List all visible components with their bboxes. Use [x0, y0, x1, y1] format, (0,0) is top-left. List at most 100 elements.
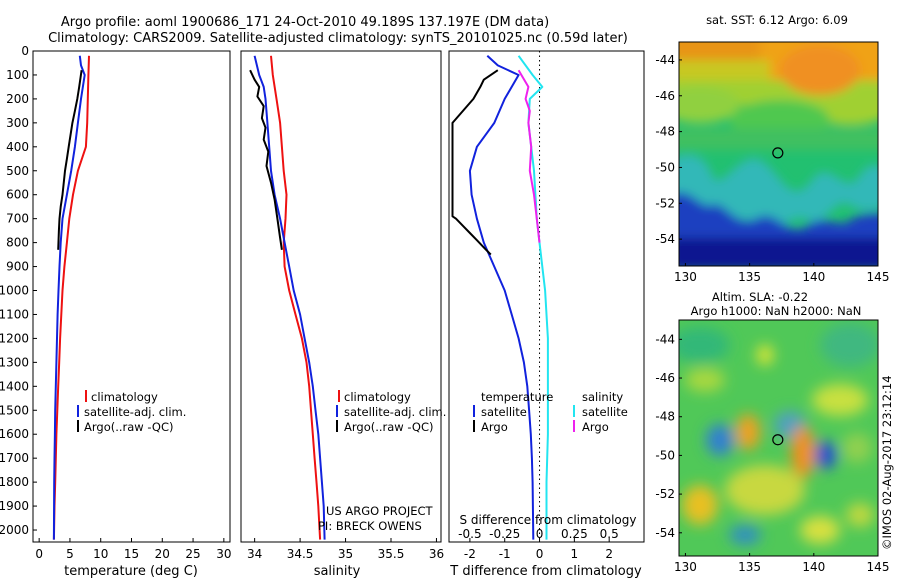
figure-subtitle: Climatology: CARS2009. Satellite-adjuste… — [48, 31, 628, 46]
sst-map-title: sat. SST: 6.12 Argo: 6.09 — [706, 13, 848, 27]
x-tick-label: 15 — [124, 547, 139, 561]
y-tick-label: 1500 — [0, 403, 29, 417]
series-line-salinity-satellite — [517, 55, 549, 540]
y-tick-label: -48 — [655, 410, 675, 424]
y-tick-label: -48 — [655, 125, 675, 139]
sla-map-title: Altim. SLA: -0.22 — [712, 290, 808, 304]
series-line-climatology — [52, 55, 90, 540]
x-tick-label: -2 — [464, 547, 476, 561]
series-line-satellite-adj-clim — [52, 55, 86, 540]
x-tick-label: 34 — [247, 547, 262, 561]
y-tick-label: 0 — [21, 44, 29, 58]
sla-map-ticks: 130 135 140 145 -44 -46 -48 -50 -52 -54 — [655, 332, 889, 574]
y-tick-label: -44 — [655, 53, 675, 67]
s-difference-xlabel: S difference from climatology — [460, 513, 637, 527]
x2-tick-label: 0.25 — [561, 527, 588, 541]
series-line-argo-raw-qc — [249, 69, 283, 250]
x-tick-label: 135 — [738, 270, 761, 284]
series-line-satellite-adj-clim — [253, 55, 326, 540]
x-tick-label: 140 — [802, 270, 825, 284]
legend-title-salinity: salinity — [582, 390, 623, 404]
x2-tick-label: -0.25 — [489, 527, 520, 541]
temperature-legend: climatology satellite-adj. clim. Argo(..… — [77, 390, 186, 434]
y-tick-label: 800 — [6, 236, 29, 250]
t-difference-xlabel: T difference from climatology — [449, 564, 642, 579]
legend-label-salinity-satellite: satellite — [582, 405, 628, 419]
y-tick-label: 1700 — [0, 451, 29, 465]
x-tick-label: 34.5 — [287, 547, 314, 561]
salinity-legend: climatology satellite-adj. clim. Argo(..… — [336, 390, 446, 434]
salinity-panel: 34 34.5 35 35.5 36 — [247, 55, 444, 561]
argo-position-marker — [772, 147, 784, 159]
sst-map-ticks: 130 135 140 145 -44 -46 -48 -50 -52 -54 — [655, 53, 889, 284]
legend-label-temperature-argo: Argo — [481, 420, 508, 434]
y-tick-label: 600 — [6, 188, 29, 202]
y-tick-label: 200 — [6, 92, 29, 106]
legend-label-climatology: climatology — [91, 390, 158, 404]
argo-position-marker — [772, 434, 784, 446]
x-tick-label: 145 — [867, 560, 890, 574]
y-tick-label: -50 — [655, 448, 675, 462]
figure-title: Argo profile: aoml 1900686_171 24-Oct-20… — [61, 15, 549, 30]
legend-label-climatology: climatology — [344, 390, 411, 404]
x-tick-label: 36 — [429, 547, 444, 561]
x-tick-label: 20 — [155, 547, 170, 561]
y-tick-label: 700 — [6, 212, 29, 226]
series-line-argo-raw-qc — [57, 70, 83, 250]
y-tick-label: -54 — [655, 526, 675, 540]
temperature-xlabel: temperature (deg C) — [64, 564, 198, 579]
y-tick-label: 2000 — [0, 523, 29, 537]
legend-title-temperature: temperature — [481, 390, 553, 404]
x-tick-label: 10 — [93, 547, 108, 561]
y-tick-label: 1100 — [0, 307, 29, 321]
salinity-xlabel: salinity — [314, 564, 361, 579]
series-line-climatology — [270, 55, 322, 540]
x-tick-label: 25 — [185, 547, 200, 561]
series-line-temperature-satellite — [468, 55, 535, 540]
sla-heatmap — [679, 320, 878, 556]
x-tick-label: 2 — [605, 547, 613, 561]
y-tick-label: 400 — [6, 140, 29, 154]
imos-watermark: ©IMOS 02-Aug-2017 23:12:14 — [880, 375, 894, 550]
x-tick-label: 35.5 — [378, 547, 405, 561]
sst-heatmap — [679, 42, 878, 266]
x-tick-label: 135 — [738, 560, 761, 574]
y-tick-label: 1800 — [0, 475, 29, 489]
y-tick-label: -46 — [655, 371, 675, 385]
x-tick-label: 0 — [35, 547, 43, 561]
y-tick-label: -54 — [655, 232, 675, 246]
legend-label-temperature-satellite: satellite — [481, 405, 527, 419]
y-tick-label: 500 — [6, 164, 29, 178]
sla-map-subtitle: Argo h1000: NaN h2000: NaN — [691, 304, 862, 318]
project-credit: US ARGO PROJECT — [326, 504, 434, 518]
y-tick-label: 1600 — [0, 427, 29, 441]
y-tick-label: 1300 — [0, 355, 29, 369]
legend-label-satellite: satellite-adj. clim. — [84, 405, 186, 419]
legend-label-argo: Argo(..raw -QC) — [344, 420, 434, 434]
y-tick-label: -52 — [655, 487, 675, 501]
y-tick-label: -46 — [655, 89, 675, 103]
y-tick-label: -44 — [655, 332, 675, 346]
series-line-temperature-argo — [451, 69, 499, 256]
y-tick-label: 1900 — [0, 499, 29, 513]
difference-axes — [448, 50, 645, 543]
y-tick-label: 300 — [6, 116, 29, 130]
legend-label-satellite: satellite-adj. clim. — [344, 405, 446, 419]
sla-map-axes — [678, 319, 879, 557]
legend-label-salinity-argo: Argo — [582, 420, 609, 434]
x-tick-label: 0 — [536, 547, 544, 561]
x-tick-label: 30 — [216, 547, 231, 561]
y-tick-label: -50 — [655, 160, 675, 174]
pi-credit: PI: BRECK OWENS — [318, 519, 422, 533]
x-tick-label: 1 — [571, 547, 579, 561]
x-tick-label: 145 — [867, 270, 890, 284]
y-tick-label: 100 — [6, 68, 29, 82]
salinity-axes — [240, 50, 442, 543]
series-line-salinity-argo — [517, 69, 541, 243]
x2-tick-label: 0.5 — [600, 527, 619, 541]
y-tick-label: 1000 — [0, 284, 29, 298]
x-tick-label: 5 — [66, 547, 74, 561]
x-tick-label: 35 — [338, 547, 353, 561]
